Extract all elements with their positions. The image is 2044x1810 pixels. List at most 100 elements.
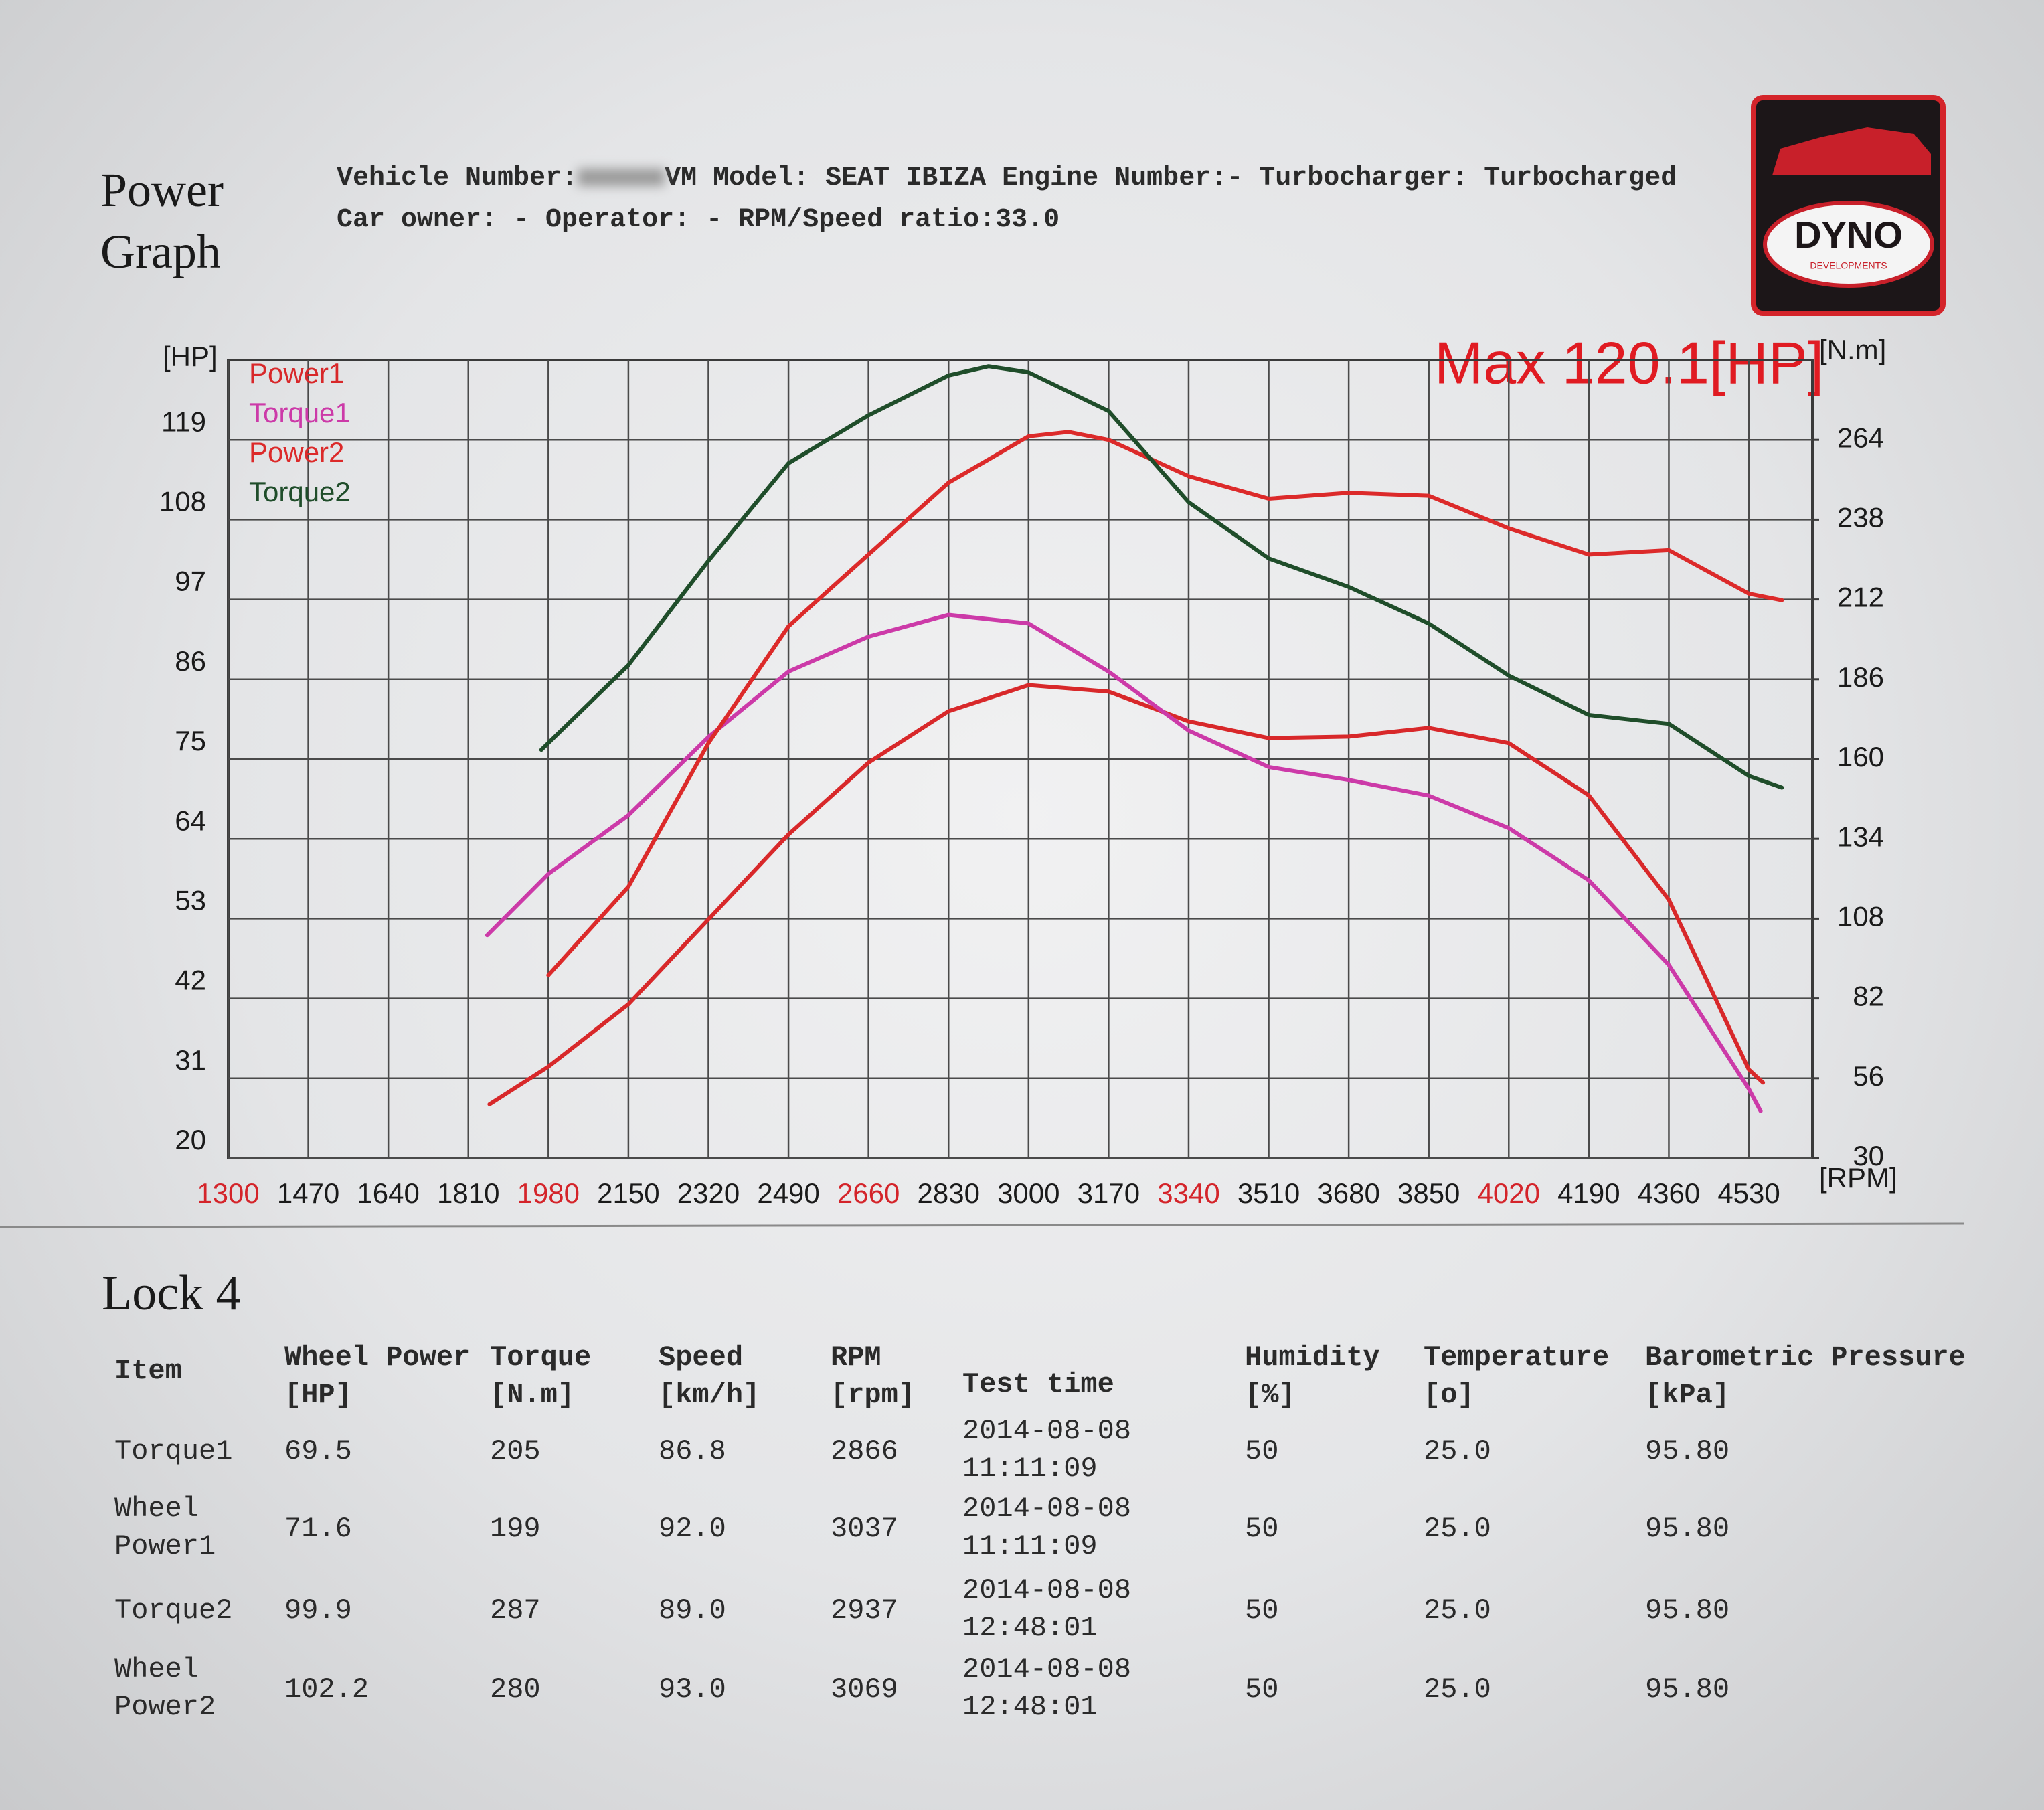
x-tick-label: 4020	[1478, 1177, 1540, 1209]
column-header: Speed [km/h]	[659, 1341, 760, 1411]
y-unit: [HP]	[163, 341, 218, 372]
table-cell: 25.0	[1424, 1673, 1491, 1706]
logo-car	[1772, 127, 1931, 175]
info-text: VM Model: SEAT IBIZA Engine Number:- Tur…	[665, 163, 1677, 193]
x-tick-label: 2320	[677, 1177, 740, 1209]
table-cell: 199	[490, 1513, 541, 1545]
table-cell: 25.0	[1424, 1513, 1491, 1545]
divider	[0, 1222, 1965, 1228]
x-tick-label: 1980	[517, 1177, 580, 1209]
y-tick-label: 119	[161, 406, 206, 437]
x-tick-label: 1810	[437, 1177, 499, 1209]
y2-tick-label: 264	[1837, 422, 1884, 453]
column-header: Wheel Power [HP]	[284, 1341, 471, 1411]
y2-tick-label: 56	[1853, 1060, 1884, 1092]
x-tick-label: 2830	[918, 1177, 980, 1209]
y-tick-label: 20	[175, 1124, 206, 1155]
table-cell: Torque1	[114, 1435, 233, 1467]
y2-tick-label: 160	[1837, 741, 1884, 772]
table-cell: 50	[1245, 1673, 1279, 1706]
series-line	[539, 364, 1784, 790]
y-tick-label: 53	[175, 884, 206, 916]
legend-entry: Power1	[249, 357, 344, 389]
logo-badge	[1763, 201, 1934, 288]
table-cell: Wheel Power2	[114, 1653, 216, 1723]
table-cell: 2014-08-08 12:48:01	[962, 1653, 1132, 1723]
y-tick-label: 31	[175, 1044, 206, 1076]
table-cell: 50	[1245, 1594, 1279, 1627]
x-tick-label: 3340	[1157, 1177, 1219, 1209]
table-cell: 92.0	[659, 1513, 726, 1545]
y-tick-label: 64	[175, 805, 206, 836]
table-cell: 95.80	[1645, 1673, 1730, 1706]
info-line: Vehicle Number: VM Model: SEAT IBIZA Engi…	[337, 163, 1677, 193]
table-cell: 95.80	[1645, 1594, 1730, 1627]
legend-entry: Power2	[249, 436, 344, 468]
logo-text: DYNO	[1794, 214, 1903, 256]
column-header: Torque [N.m]	[490, 1341, 592, 1411]
table-cell: 95.80	[1645, 1435, 1730, 1467]
y2-tick-label: 186	[1837, 661, 1884, 693]
x-tick-label: 3680	[1317, 1177, 1379, 1209]
column-header: Temperature [o]	[1424, 1341, 1610, 1411]
table-cell: 86.8	[659, 1435, 726, 1467]
y2-tick-label: 82	[1853, 981, 1884, 1012]
logo: DYNO DEVELOPMENTS	[1751, 95, 1946, 316]
series-line	[487, 683, 1766, 1106]
series-line	[485, 612, 1763, 1113]
y2-tick-label: 108	[1837, 900, 1884, 932]
x-tick-label: 4190	[1557, 1177, 1620, 1209]
table-cell: 50	[1245, 1513, 1279, 1545]
y2-tick-label: 238	[1837, 501, 1884, 533]
y2-tick-label: 212	[1837, 582, 1884, 613]
y2-unit: [N.m]	[1819, 334, 1886, 365]
x-tick-label: 3510	[1238, 1177, 1300, 1209]
x-tick-label: 3000	[997, 1177, 1059, 1209]
table-cell: Torque2	[114, 1594, 233, 1627]
column-header: Test time	[962, 1368, 1114, 1400]
table-cell: 3069	[831, 1673, 898, 1706]
x-tick-label: 1640	[357, 1177, 419, 1209]
table-cell: 69.5	[284, 1435, 352, 1467]
table-cell: 205	[490, 1435, 541, 1467]
column-header: Barometric Pressure [kPa]	[1645, 1341, 1966, 1411]
table-cell: 95.80	[1645, 1513, 1730, 1545]
x-tick-label: 3170	[1078, 1177, 1140, 1209]
table-cell: 50	[1245, 1435, 1279, 1467]
x-tick-label: 1300	[197, 1177, 259, 1209]
redacted	[578, 169, 665, 187]
y-tick-label: 86	[175, 645, 206, 677]
y-tick-label: 108	[159, 485, 206, 517]
x-tick-label: 4530	[1717, 1177, 1780, 1209]
x-tick-label: 2150	[597, 1177, 659, 1209]
column-header: Humidity [%]	[1245, 1341, 1380, 1411]
x-tick-label: 3850	[1397, 1177, 1460, 1209]
table-cell: 3037	[831, 1513, 898, 1545]
y-tick-label: 42	[175, 965, 206, 996]
y-tick-label: 97	[175, 566, 206, 597]
table-cell: 2014-08-08 11:11:09	[962, 1493, 1132, 1562]
table-cell: Wheel Power1	[114, 1493, 216, 1562]
x-tick-label: 2660	[837, 1177, 900, 1209]
x-unit: [RPM]	[1819, 1162, 1897, 1194]
max-annotation: Max 120.1[HP]	[1434, 329, 1824, 396]
vehicle-label: Vehicle Number:	[337, 163, 578, 193]
table-cell: 287	[490, 1594, 541, 1627]
column-header: RPM [rpm]	[831, 1341, 916, 1411]
table-cell: 2937	[831, 1594, 898, 1627]
section-title: Lock 4	[102, 1266, 241, 1321]
table-cell: 93.0	[659, 1673, 726, 1706]
table-cell: 71.6	[284, 1513, 352, 1545]
table-cell: 25.0	[1424, 1594, 1491, 1627]
table-cell: 102.2	[284, 1673, 369, 1706]
table-cell: 280	[490, 1673, 541, 1706]
table-cell: 2014-08-08 12:48:01	[962, 1574, 1132, 1644]
page-title: Power Graph	[100, 163, 224, 278]
x-tick-label: 2490	[757, 1177, 819, 1209]
y2-tick-label: 30	[1853, 1140, 1884, 1171]
table-cell: 89.0	[659, 1594, 726, 1627]
x-tick-label: 1470	[277, 1177, 339, 1209]
y-tick-label: 75	[175, 725, 206, 756]
info-line: Car owner: - Operator: - RPM/Speed ratio…	[337, 205, 1060, 235]
